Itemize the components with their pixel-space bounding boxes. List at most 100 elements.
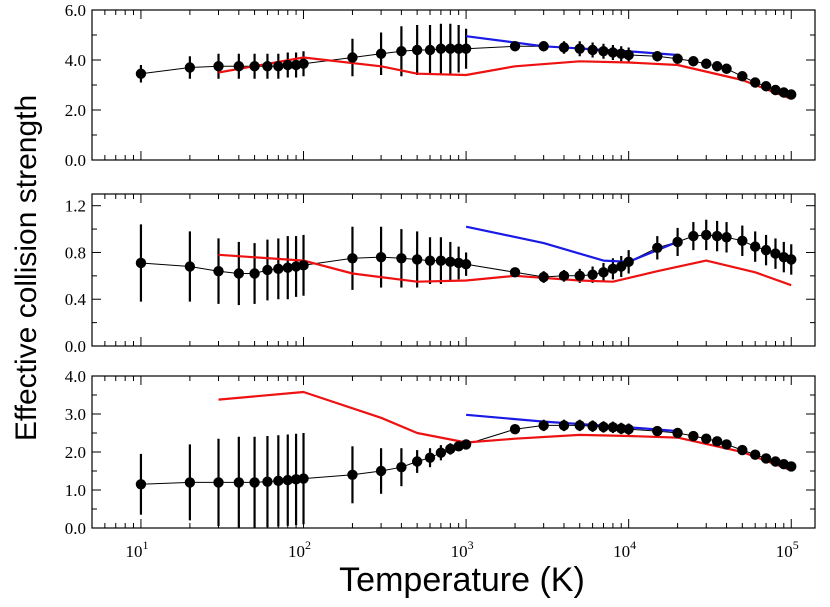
data-point	[445, 43, 456, 54]
y-tick-label: 1.2	[65, 197, 86, 216]
data-point	[424, 255, 436, 266]
y-tick-label: 4.0	[65, 367, 86, 386]
red-curve	[218, 56, 792, 100]
x-tick-label: 101	[125, 538, 148, 561]
data-point	[135, 257, 147, 269]
data-point	[298, 58, 309, 69]
data-point	[737, 71, 748, 82]
x-tick-exponent: 2	[305, 538, 311, 552]
data-point	[213, 477, 224, 488]
data-point	[598, 267, 609, 278]
data-point	[273, 475, 284, 487]
data-point	[184, 477, 196, 488]
data-point	[598, 421, 609, 433]
data-point	[652, 425, 663, 437]
red-curve	[218, 390, 792, 472]
data-point	[233, 268, 245, 279]
x-tick-label: 103	[451, 538, 474, 561]
y-tick-label: 0.0	[65, 151, 86, 170]
y-tick-label: 4.0	[65, 51, 86, 70]
data-point	[262, 264, 273, 276]
data-point	[574, 270, 585, 282]
data-point	[623, 424, 634, 435]
data-point	[574, 43, 585, 54]
panel-bottom: 0.0 1.0 2.0 3.0 4.0	[65, 367, 816, 538]
data-point	[262, 61, 273, 72]
data-point	[273, 263, 284, 275]
panel-top: 0.0 2.0 4.0 6.0	[65, 1, 816, 170]
data-point	[273, 61, 284, 72]
data-point	[770, 456, 781, 467]
data-point	[672, 427, 683, 439]
data-point	[737, 235, 748, 246]
blue-curve	[465, 225, 679, 263]
data-point	[688, 230, 699, 242]
data-point	[701, 58, 712, 69]
data-point	[711, 436, 723, 447]
data-point	[249, 61, 260, 72]
data-point	[411, 254, 423, 265]
y-tick-label: 0.4	[65, 290, 87, 309]
data-point	[749, 449, 761, 460]
data-point	[607, 263, 619, 275]
data-point	[298, 260, 309, 271]
data-point	[587, 269, 598, 280]
data-point	[721, 232, 732, 243]
data-point	[607, 47, 619, 58]
data-point	[538, 41, 549, 52]
data-point	[282, 474, 293, 486]
x-tick-exponent: 3	[468, 538, 474, 552]
data-point	[721, 439, 732, 450]
data-point	[396, 462, 407, 473]
blue-curve	[466, 413, 678, 433]
data-point	[347, 469, 358, 480]
data-point	[587, 44, 598, 56]
data-point	[460, 258, 472, 270]
data-point	[411, 456, 423, 467]
data-point	[623, 256, 634, 268]
data-point	[652, 242, 663, 253]
data-point	[711, 61, 723, 72]
data-point	[737, 444, 748, 456]
data-point	[184, 261, 196, 272]
x-axis-title: Temperature (K)	[339, 561, 585, 599]
x-tick-exponent: 5	[793, 538, 799, 552]
data-point	[460, 43, 472, 54]
data-point	[396, 253, 407, 264]
data-point	[435, 43, 447, 54]
data-point	[574, 420, 585, 431]
data-point	[435, 255, 447, 266]
y-tick-label: 0.0	[65, 337, 86, 356]
data-point	[445, 443, 456, 455]
data-point	[411, 44, 423, 56]
data-point	[760, 81, 772, 92]
data-point	[701, 229, 712, 241]
y-tick-label: 3.0	[65, 405, 86, 424]
data-point	[213, 61, 224, 72]
x-tick-label: 105	[776, 538, 799, 561]
plot-frame	[91, 193, 816, 347]
data-point	[249, 477, 260, 488]
data-point	[558, 270, 570, 282]
data-point	[688, 430, 699, 442]
data-point	[721, 63, 732, 74]
data-point	[262, 476, 273, 487]
data-point	[435, 447, 447, 458]
data-point	[424, 452, 436, 463]
data-point	[598, 46, 609, 57]
data-point	[184, 62, 196, 73]
x-tick-exponent: 4	[630, 538, 636, 552]
data-point	[509, 267, 521, 278]
data-point	[760, 453, 772, 464]
data-point	[282, 262, 293, 273]
data-point	[688, 56, 699, 67]
data-point	[770, 248, 781, 259]
data-point	[347, 253, 358, 264]
data-point	[375, 48, 387, 59]
y-tick-label: 2.0	[65, 443, 86, 462]
data-point	[445, 256, 456, 268]
data-point	[347, 52, 358, 63]
data-point	[701, 433, 712, 444]
